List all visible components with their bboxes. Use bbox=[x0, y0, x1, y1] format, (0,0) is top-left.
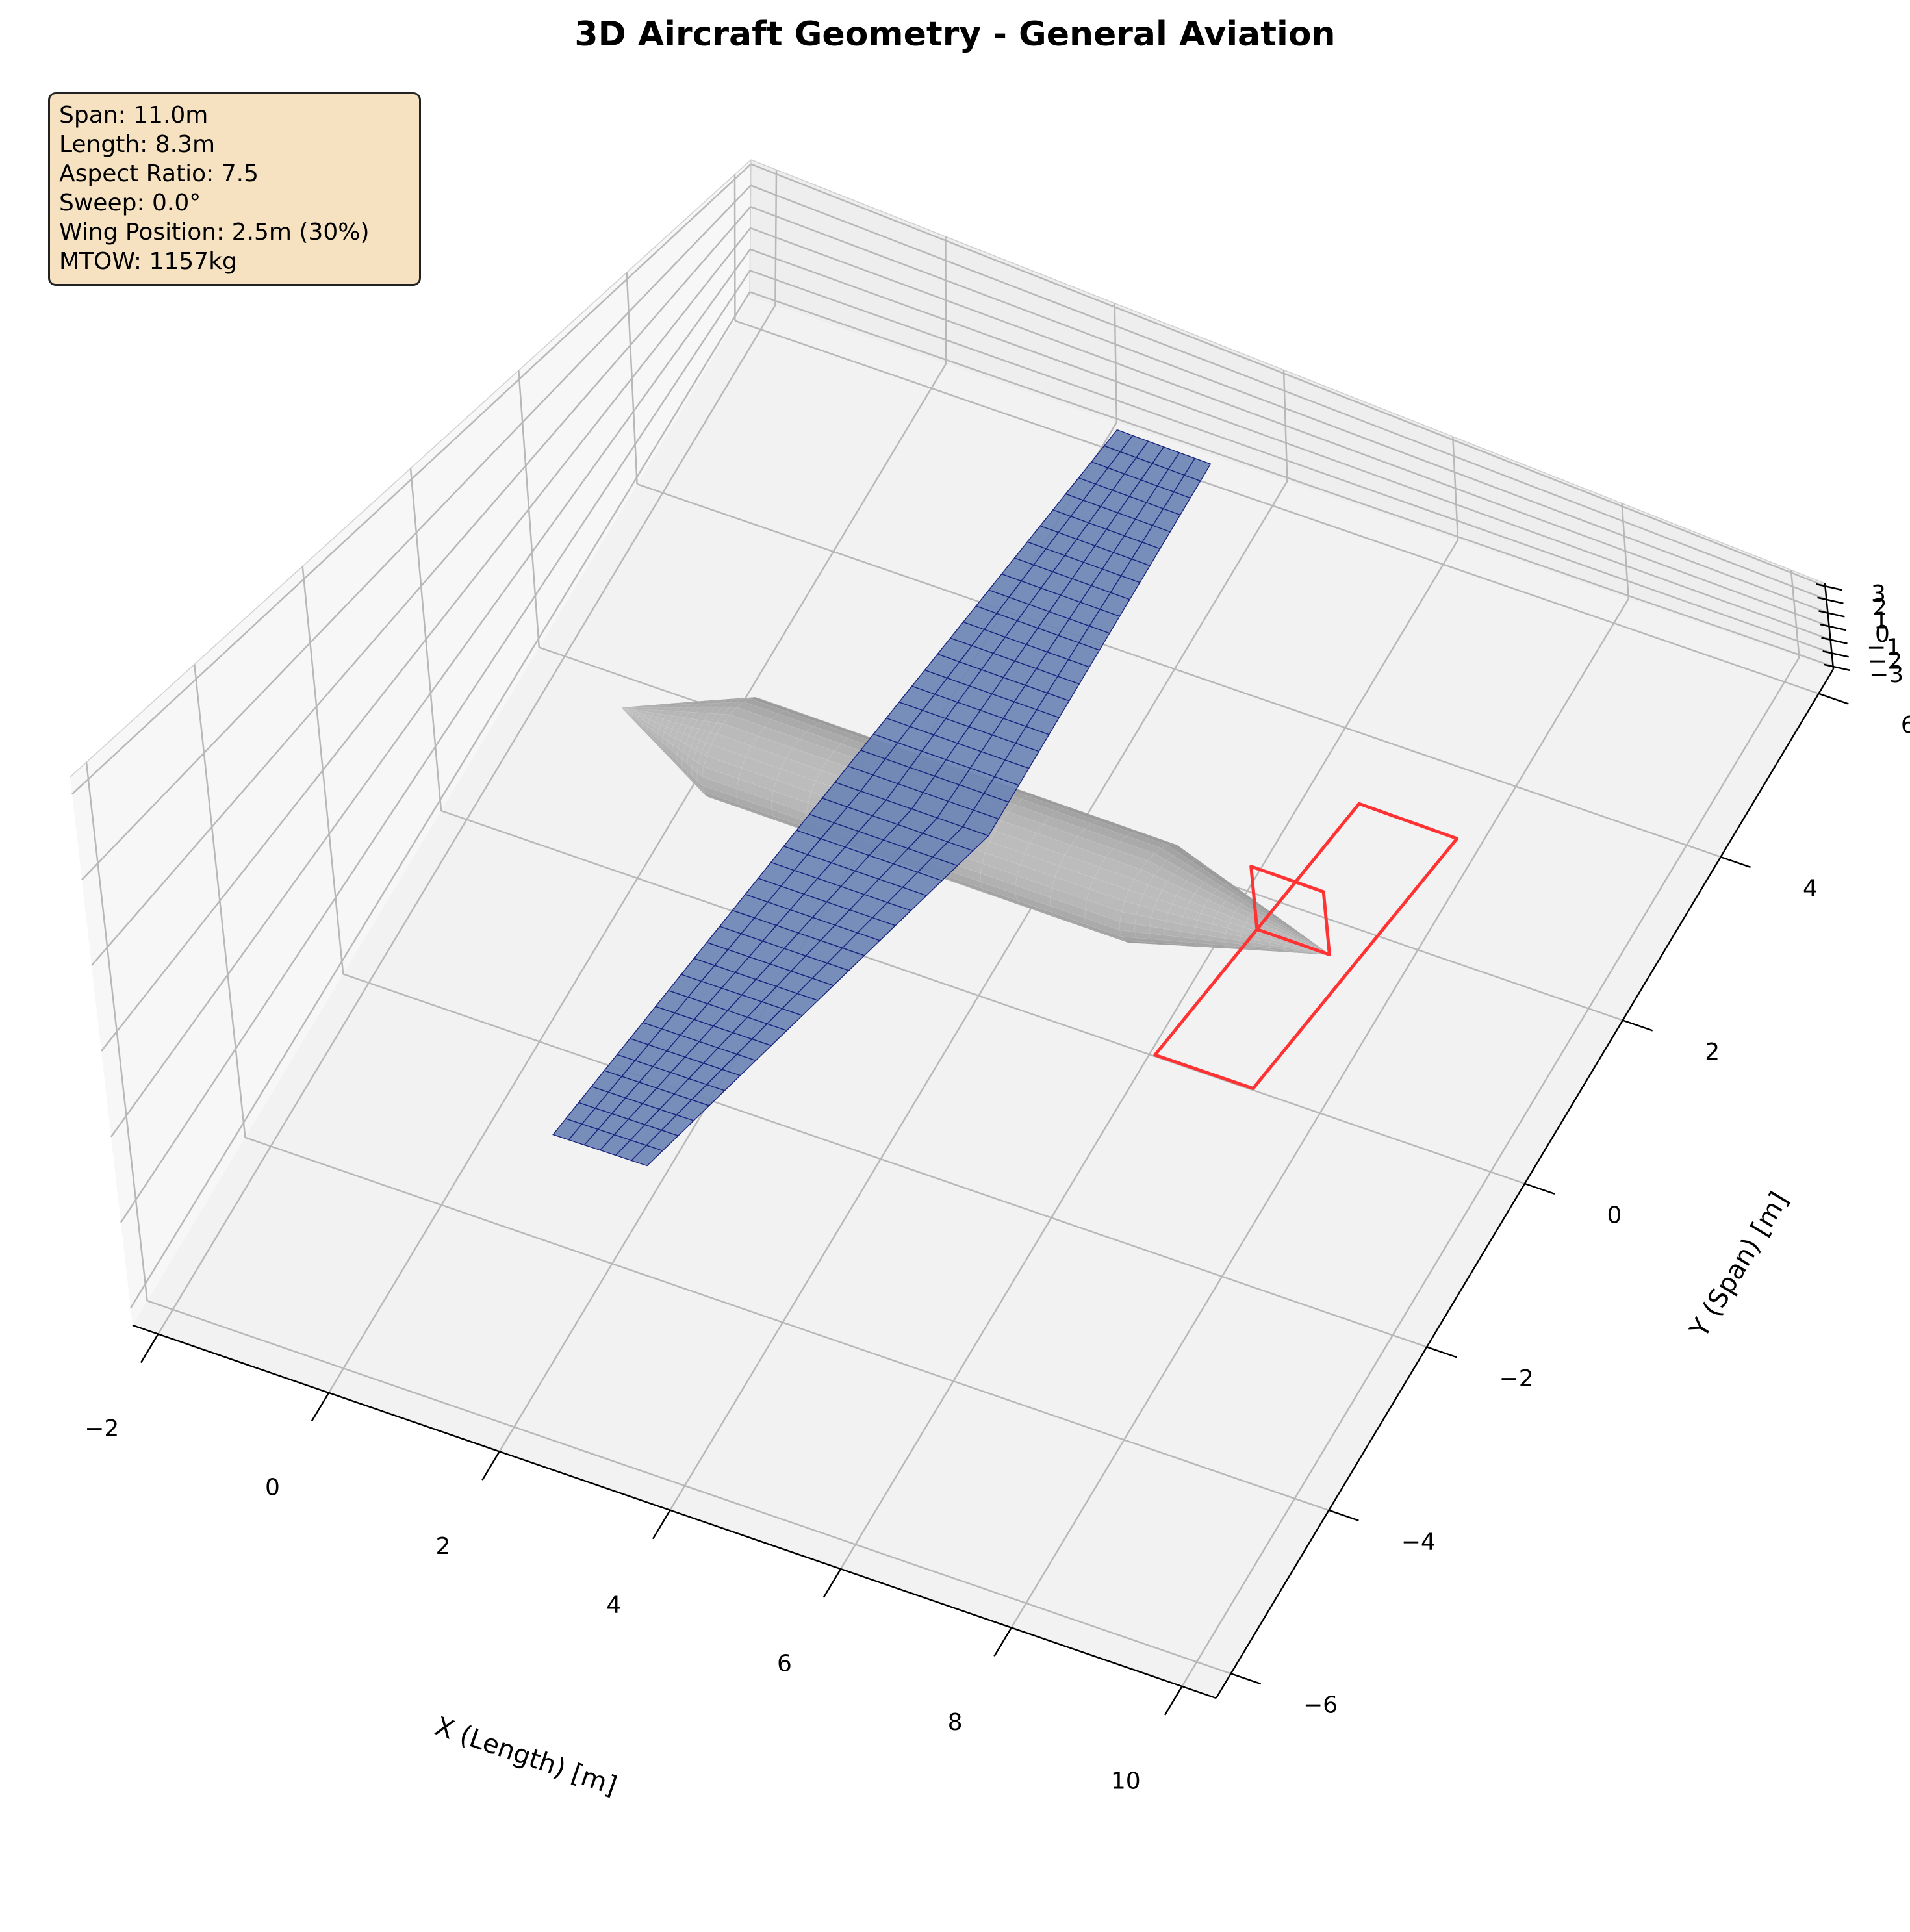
info-sweep: Sweep: 0.0° bbox=[59, 188, 410, 218]
y-tick-mark bbox=[1427, 1347, 1457, 1357]
x-tick-label: −2 bbox=[84, 1416, 119, 1442]
chart-title: 3D Aircraft Geometry - General Aviation bbox=[574, 15, 1335, 54]
axis-panes bbox=[70, 160, 1833, 1698]
y-tick-label: 6 bbox=[1901, 712, 1910, 739]
y-tick-label: 2 bbox=[1705, 1039, 1720, 1065]
x-tick-mark bbox=[824, 1569, 841, 1597]
x-axis-label: X (Length) [m] bbox=[431, 1711, 620, 1801]
y-tick-mark bbox=[1818, 694, 1848, 704]
info-length: Length: 8.3m bbox=[59, 130, 410, 159]
y-tick-label: −6 bbox=[1303, 1692, 1338, 1719]
y-tick-mark bbox=[1329, 1510, 1358, 1521]
y-tick-mark bbox=[1525, 1184, 1555, 1194]
z-tick-label: 3 bbox=[1871, 581, 1886, 607]
info-span: Span: 11.0m bbox=[59, 101, 410, 130]
x-tick-label: 8 bbox=[948, 1709, 963, 1736]
x-tick-label: 10 bbox=[1111, 1768, 1141, 1795]
y-tick-label: −4 bbox=[1401, 1529, 1436, 1555]
x-tick-label: 2 bbox=[436, 1533, 451, 1560]
x-tick-mark bbox=[312, 1393, 329, 1421]
y-axis-label: Y (Span) [m] bbox=[1684, 1187, 1794, 1343]
x-tick-label: 4 bbox=[606, 1592, 621, 1618]
y-tick-label: 4 bbox=[1803, 876, 1818, 902]
y-tick-mark bbox=[1623, 1021, 1653, 1031]
info-mtow: MTOW: 1157kg bbox=[59, 247, 410, 276]
y-tick-label: 0 bbox=[1607, 1202, 1622, 1229]
x-tick-label: 0 bbox=[265, 1475, 280, 1501]
info-wing-position: Wing Position: 2.5m (30%) bbox=[59, 218, 410, 247]
y-tick-label: −2 bbox=[1499, 1366, 1534, 1392]
x-tick-mark bbox=[1165, 1686, 1182, 1715]
x-tick-mark bbox=[482, 1451, 499, 1480]
aircraft-info-box: Span: 11.0m Length: 8.3m Aspect Ratio: 7… bbox=[48, 92, 421, 286]
info-aspect-ratio: Aspect Ratio: 7.5 bbox=[59, 159, 410, 188]
x-tick-label: 6 bbox=[777, 1651, 792, 1677]
x-tick-mark bbox=[141, 1334, 158, 1363]
x-tick-mark bbox=[653, 1510, 670, 1539]
y-tick-mark bbox=[1721, 857, 1751, 867]
y-tick-mark bbox=[1231, 1673, 1261, 1684]
x-tick-mark bbox=[994, 1628, 1011, 1657]
